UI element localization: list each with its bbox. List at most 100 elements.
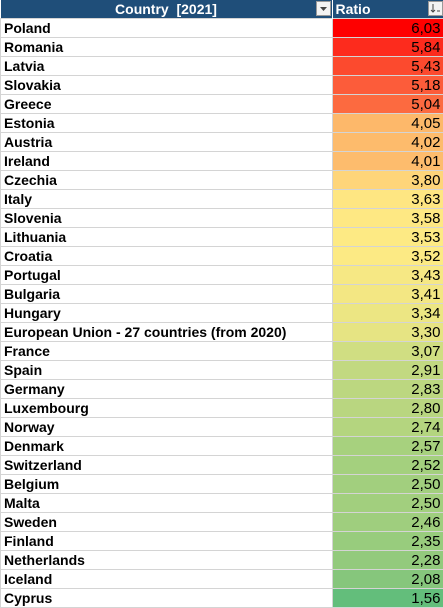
- country-cell: Bulgaria: [0, 284, 333, 304]
- ratio-cell: 3,52: [331, 246, 443, 266]
- country-cell: France: [0, 341, 333, 361]
- ratio-cell: 2,50: [331, 493, 443, 513]
- country-cell: Hungary: [0, 303, 333, 323]
- country-cell: Switzerland: [0, 455, 333, 475]
- header-cell: Country [2021]: [0, 0, 333, 19]
- ratio-cell: 3,41: [331, 284, 443, 304]
- table-row: Poland 6,03: [0, 18, 443, 38]
- country-cell: Portugal: [0, 265, 333, 285]
- ratio-cell: 5,04: [331, 94, 443, 114]
- sort-button[interactable]: [427, 1, 443, 16]
- ratio-cell: 4,01: [331, 151, 443, 171]
- ratio-cell: 2,46: [331, 512, 443, 532]
- ratio-cell: 3,53: [331, 227, 443, 247]
- ratio-cell: 2,35: [331, 531, 443, 551]
- country-cell: Germany: [0, 379, 333, 399]
- table-row: Latvia 5,43: [0, 56, 443, 76]
- header-row: Country [2021] Ratio: [0, 0, 443, 19]
- country-cell: Italy: [0, 189, 333, 209]
- table-row: Slovenia 3,58: [0, 208, 443, 228]
- ratio-cell: 5,43: [331, 56, 443, 76]
- ratio-cell: 4,05: [331, 113, 443, 133]
- ratio-cell: 3,34: [331, 303, 443, 323]
- table-row: Germany 2,83: [0, 379, 443, 399]
- ratio-cell: 4,02: [331, 132, 443, 152]
- table-row: Slovakia 5,18: [0, 75, 443, 95]
- country-cell: Denmark: [0, 436, 333, 456]
- table-row: Italy 3,63: [0, 189, 443, 209]
- table-row: Lithuania 3,53: [0, 227, 443, 247]
- country-cell: Malta: [0, 493, 333, 513]
- table-row: Luxembourg 2,80: [0, 398, 443, 418]
- country-cell: Belgium: [0, 474, 333, 494]
- table-row: Netherlands 2,28: [0, 550, 443, 570]
- header-text: Country [2021]: [115, 1, 217, 17]
- header-cell: Ratio: [332, 0, 443, 19]
- ratio-cell: 2,08: [331, 569, 443, 589]
- ratio-cell: 3,58: [331, 208, 443, 228]
- country-cell: Lithuania: [0, 227, 333, 247]
- ratio-cell: 3,43: [331, 265, 443, 285]
- table-row: Norway 2,74: [0, 417, 443, 437]
- table-row: Czechia 3,80: [0, 170, 443, 190]
- ratio-cell: 3,80: [331, 170, 443, 190]
- ratio-cell: 1,56: [331, 588, 443, 608]
- country-cell: European Union - 27 countries (from 2020…: [0, 322, 333, 342]
- table-row: Croatia 3,52: [0, 246, 443, 266]
- table-row: Hungary 3,34: [0, 303, 443, 323]
- ratio-cell: 2,52: [331, 455, 443, 475]
- ratio-cell: 5,84: [331, 37, 443, 57]
- country-cell: Slovenia: [0, 208, 333, 228]
- country-cell: Finland: [0, 531, 333, 551]
- ratio-cell: 2,57: [331, 436, 443, 456]
- table-row: Sweden 2,46: [0, 512, 443, 532]
- table-row: Portugal 3,43: [0, 265, 443, 285]
- table-row: Denmark 2,57: [0, 436, 443, 456]
- table-row: Switzerland 2,52: [0, 455, 443, 475]
- table-row: European Union - 27 countries (from 2020…: [0, 322, 443, 342]
- table-row: Cyprus 1,56: [0, 588, 443, 608]
- country-cell: Croatia: [0, 246, 333, 266]
- table-row: Bulgaria 3,41: [0, 284, 443, 304]
- table-row: France 3,07: [0, 341, 443, 361]
- country-cell: Norway: [0, 417, 333, 437]
- country-cell: Spain: [0, 360, 333, 380]
- table-row: Belgium 2,50: [0, 474, 443, 494]
- country-cell: Iceland: [0, 569, 333, 589]
- filter-button[interactable]: [315, 1, 331, 16]
- country-cell: Slovakia: [0, 75, 333, 95]
- filter-icon: [319, 7, 327, 11]
- ratio-cell: 2,28: [331, 550, 443, 570]
- country-cell: Ireland: [0, 151, 333, 171]
- table-row: Finland 2,35: [0, 531, 443, 551]
- ratio-cell: 3,07: [331, 341, 443, 361]
- ratio-cell: 2,91: [331, 360, 443, 380]
- country-cell: Greece: [0, 94, 333, 114]
- ratio-cell: 3,30: [331, 322, 443, 342]
- table-row: Ireland 4,01: [0, 151, 443, 171]
- table-body: Poland 6,03 Romania 5,84 Latvia 5,43 Slovakia 5…: [0, 18, 443, 608]
- header-text: Ratio: [335, 1, 371, 17]
- country-cell: Cyprus: [0, 588, 333, 608]
- ratio-cell: 2,74: [331, 417, 443, 437]
- table-row: Austria 4,02: [0, 132, 443, 152]
- country-cell: Luxembourg: [0, 398, 333, 418]
- ratio-cell: 2,50: [331, 474, 443, 494]
- sort-icon: [430, 4, 440, 13]
- ratio-cell: 5,18: [331, 75, 443, 95]
- ratio-cell: 2,80: [331, 398, 443, 418]
- country-cell: Austria: [0, 132, 333, 152]
- country-cell: Latvia: [0, 56, 333, 76]
- country-cell: Czechia: [0, 170, 333, 190]
- table-row: Estonia 4,05: [0, 113, 443, 133]
- country-cell: Netherlands: [0, 550, 333, 570]
- country-cell: Poland: [0, 18, 333, 38]
- table-row: Spain 2,91: [0, 360, 443, 380]
- ratio-cell: 3,63: [331, 189, 443, 209]
- country-cell: Sweden: [0, 512, 333, 532]
- table-row: Romania 5,84: [0, 37, 443, 57]
- table-row: Greece 5,04: [0, 94, 443, 114]
- country-cell: Romania: [0, 37, 333, 57]
